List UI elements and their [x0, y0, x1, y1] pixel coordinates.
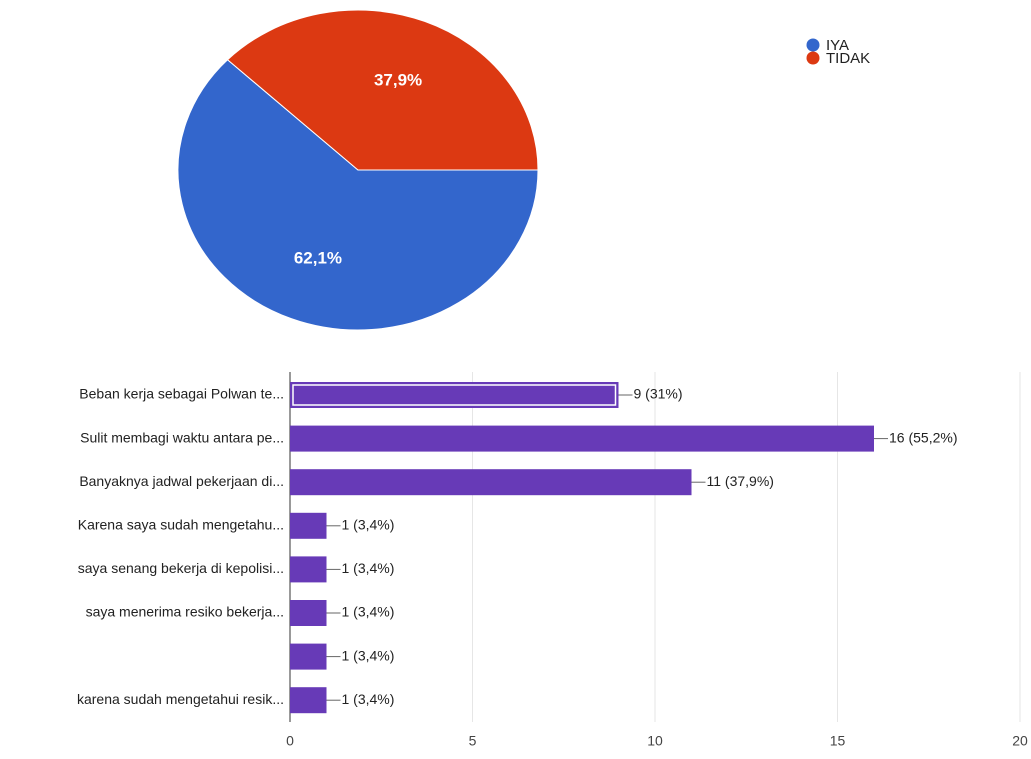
bar	[290, 556, 327, 583]
value-label: 16 (55,2%)	[889, 429, 957, 445]
value-label: 11 (37,9%)	[707, 473, 774, 489]
y-tick-label: Karena saya sudah mengetahu...	[78, 517, 284, 533]
legend-swatch	[806, 51, 820, 65]
bar	[290, 687, 327, 714]
y-tick-label: saya menerima resiko bekerja...	[86, 604, 284, 620]
bar-highlight	[292, 384, 617, 406]
bar	[290, 512, 327, 539]
value-label: 9 (31%)	[634, 386, 683, 402]
bar	[290, 425, 874, 452]
pie-slice	[226, 9, 539, 171]
value-label: 1 (3,4%)	[342, 560, 395, 576]
x-tick-label: 15	[830, 733, 846, 749]
value-label: 1 (3,4%)	[342, 647, 395, 663]
y-tick-label: Banyaknya jadwal pekerjaan di...	[79, 473, 284, 489]
bar	[290, 382, 619, 408]
slice-label: 62,1%	[294, 249, 342, 268]
legend-label: TIDAK	[826, 50, 870, 67]
y-tick-label: Sulit membagi waktu antara pe...	[80, 429, 284, 445]
bar	[290, 469, 692, 496]
legend-swatch	[806, 38, 820, 52]
value-label: 1 (3,4%)	[342, 517, 395, 533]
x-tick-label: 10	[647, 733, 663, 749]
slice-label: 37,9%	[374, 70, 422, 89]
bar	[290, 600, 327, 626]
value-label: 1 (3,4%)	[342, 691, 395, 707]
x-tick-label: 20	[1012, 733, 1028, 749]
pie-slice	[177, 59, 539, 331]
x-tick-label: 5	[469, 733, 477, 749]
y-tick-label: Beban kerja sebagai Polwan te...	[79, 386, 284, 402]
y-tick-label: saya senang bekerja di kepolisi...	[78, 560, 284, 576]
x-tick-label: 0	[286, 733, 294, 749]
y-tick-label: karena sudah mengetahui resik...	[77, 691, 284, 707]
legend-label: IYA	[826, 37, 849, 54]
bar	[290, 643, 327, 670]
value-label: 1 (3,4%)	[342, 604, 395, 620]
